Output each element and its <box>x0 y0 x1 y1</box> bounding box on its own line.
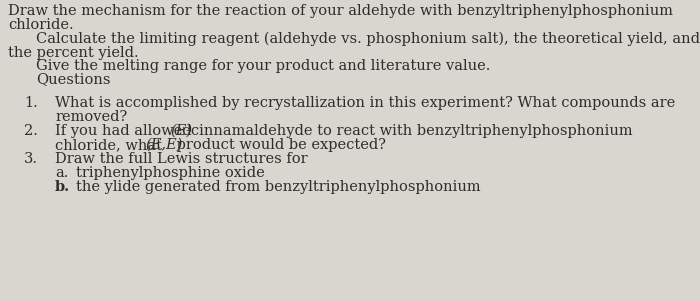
Text: (E,E): (E,E) <box>146 138 183 152</box>
Text: a.: a. <box>55 166 69 180</box>
Text: Give the melting range for your product and literature value.: Give the melting range for your product … <box>36 59 491 73</box>
Text: 2.: 2. <box>24 124 38 138</box>
Text: 3.: 3. <box>24 152 38 166</box>
Text: 1.: 1. <box>24 96 38 110</box>
Text: If you had allowed: If you had allowed <box>55 124 196 138</box>
Text: What is accomplished by recrystallization in this experiment? What compounds are: What is accomplished by recrystallizatio… <box>55 96 676 110</box>
Text: Draw the mechanism for the reaction of your aldehyde with benzyltriphenylphospho: Draw the mechanism for the reaction of y… <box>8 4 673 18</box>
Text: Calculate the limiting reagent (aldehyde vs. phosphonium salt), the theoretical : Calculate the limiting reagent (aldehyde… <box>36 32 700 46</box>
Text: product would be expected?: product would be expected? <box>172 138 386 152</box>
Text: b.: b. <box>55 180 70 194</box>
Text: triphenylphosphine oxide: triphenylphosphine oxide <box>76 166 265 180</box>
Text: Questions: Questions <box>36 72 111 86</box>
Text: chloride.: chloride. <box>8 18 74 32</box>
Text: chloride, what: chloride, what <box>55 138 167 152</box>
Text: the ylide generated from benzyltriphenylphosphonium: the ylide generated from benzyltriphenyl… <box>76 180 481 194</box>
Text: -cinnamaldehyde to react with benzyltriphenylphosphonium: -cinnamaldehyde to react with benzyltrip… <box>186 124 633 138</box>
Text: removed?: removed? <box>55 110 127 124</box>
Text: Draw the full Lewis structures for: Draw the full Lewis structures for <box>55 152 307 166</box>
Text: the percent yield.: the percent yield. <box>8 46 139 60</box>
Text: (E): (E) <box>170 124 192 138</box>
